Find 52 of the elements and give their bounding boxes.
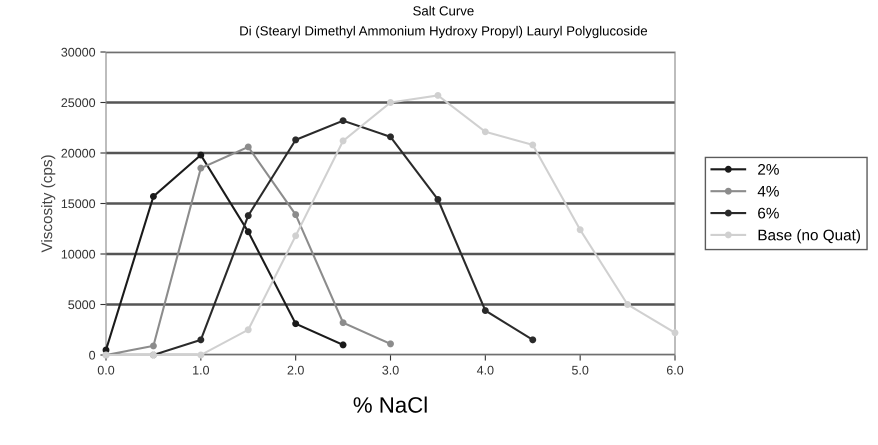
- x-tick-label: 3.0: [382, 366, 399, 375]
- y-tick-label: 25000: [61, 98, 96, 108]
- point: [244, 326, 252, 334]
- point: [244, 228, 252, 236]
- point: [197, 164, 204, 172]
- x-tick-label: 4.0: [476, 366, 494, 375]
- x-tick-label: 1.0: [193, 366, 210, 375]
- point: [150, 342, 157, 350]
- y-tick-label: 5000: [68, 300, 96, 310]
- point: [340, 319, 347, 326]
- point: [387, 99, 394, 106]
- y-tick-label: 30000: [61, 48, 96, 57]
- y-tick-label: 15000: [62, 199, 96, 208]
- point: [150, 192, 157, 200]
- point: [624, 301, 632, 308]
- point: [529, 336, 536, 344]
- point: [292, 211, 300, 218]
- legend-label: Base (no Quat): [758, 229, 860, 244]
- y-axis-title: Viscosity (cps): [41, 155, 56, 253]
- y-tick-label: 0: [89, 350, 96, 360]
- point: [197, 352, 204, 358]
- y-tick-label: 10000: [62, 250, 96, 259]
- point: [292, 232, 300, 240]
- point: [482, 128, 489, 136]
- legend-label: 2%: [758, 164, 779, 175]
- chart-title: Salt Curve: [413, 6, 474, 16]
- point: [576, 226, 584, 234]
- point: [244, 212, 252, 220]
- point: [292, 136, 300, 144]
- point: [387, 133, 394, 140]
- point: [197, 152, 204, 158]
- point: [434, 92, 442, 99]
- point: [529, 141, 536, 148]
- point: [244, 143, 252, 150]
- point: [197, 336, 204, 344]
- x-axis-title: % NaCl: [354, 396, 427, 413]
- x-tick-label: 6.0: [666, 366, 684, 375]
- x-tick-label: 2.0: [288, 366, 304, 375]
- point: [434, 196, 442, 203]
- legend-label: 4%: [758, 186, 779, 197]
- legend-label: 6%: [758, 208, 779, 219]
- point: [292, 320, 300, 328]
- point: [340, 117, 347, 124]
- chart-subtitle: Di (Stearyl Dimethyl Ammonium Hydroxy Propyl) Lauryl Polyglucoside: [240, 26, 648, 38]
- point: [340, 341, 347, 348]
- x-tick-label: 0.0: [98, 366, 114, 375]
- x-tick-label: 5.0: [572, 366, 588, 375]
- point: [387, 340, 394, 348]
- y-tick-label: 20000: [61, 148, 96, 158]
- point: [672, 329, 678, 336]
- point: [340, 137, 347, 144]
- point: [482, 307, 489, 314]
